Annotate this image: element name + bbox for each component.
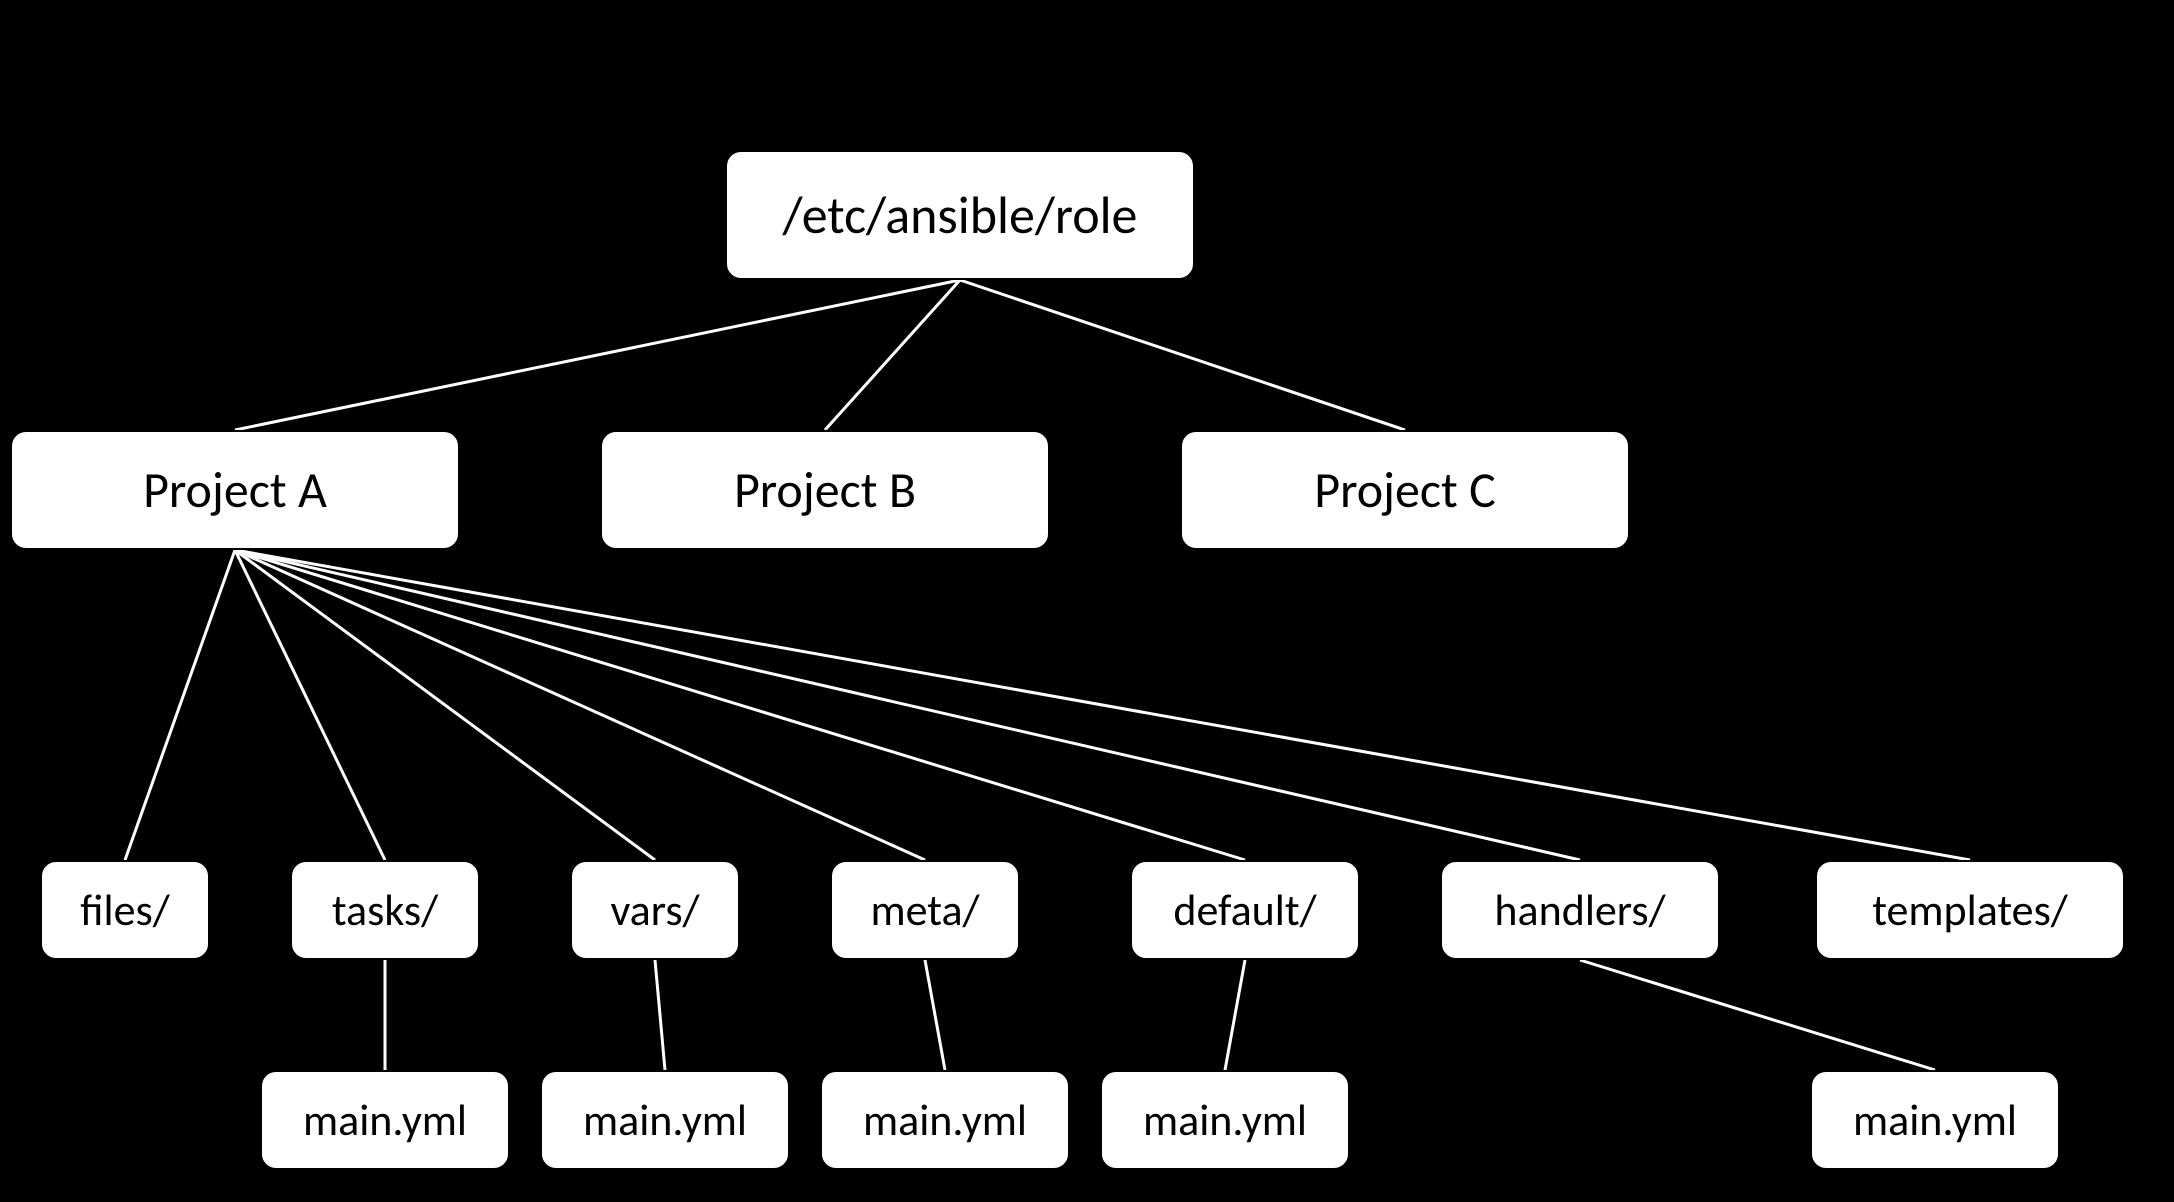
edge-handlers-main_handlers xyxy=(1580,960,1935,1070)
edge-root-projB xyxy=(825,280,960,430)
edge-default-main_default xyxy=(1225,960,1245,1070)
node-projB: Project B xyxy=(600,430,1050,550)
node-main_handlers: main.yml xyxy=(1810,1070,2060,1170)
edge-vars-main_vars xyxy=(655,960,665,1070)
node-meta: meta/ xyxy=(830,860,1020,960)
edge-projA-vars xyxy=(235,550,655,860)
node-tasks: tasks/ xyxy=(290,860,480,960)
node-templates: templates/ xyxy=(1815,860,2125,960)
edge-projA-files xyxy=(125,550,235,860)
edge-projA-handlers xyxy=(235,550,1580,860)
edge-root-projA xyxy=(235,280,960,430)
edge-projA-meta xyxy=(235,550,925,860)
edge-meta-main_meta xyxy=(925,960,945,1070)
edge-projA-tasks xyxy=(235,550,385,860)
node-projC: Project C xyxy=(1180,430,1630,550)
node-main_vars: main.yml xyxy=(540,1070,790,1170)
node-files: files/ xyxy=(40,860,210,960)
edge-root-projC xyxy=(960,280,1405,430)
node-vars: vars/ xyxy=(570,860,740,960)
edge-projA-default xyxy=(235,550,1245,860)
node-handlers: handlers/ xyxy=(1440,860,1720,960)
node-root: /etc/ansible/role xyxy=(725,150,1195,280)
node-projA: Project A xyxy=(10,430,460,550)
node-main_tasks: main.yml xyxy=(260,1070,510,1170)
node-default: default/ xyxy=(1130,860,1360,960)
node-main_meta: main.yml xyxy=(820,1070,1070,1170)
node-main_default: main.yml xyxy=(1100,1070,1350,1170)
edge-projA-templates xyxy=(235,550,1970,860)
